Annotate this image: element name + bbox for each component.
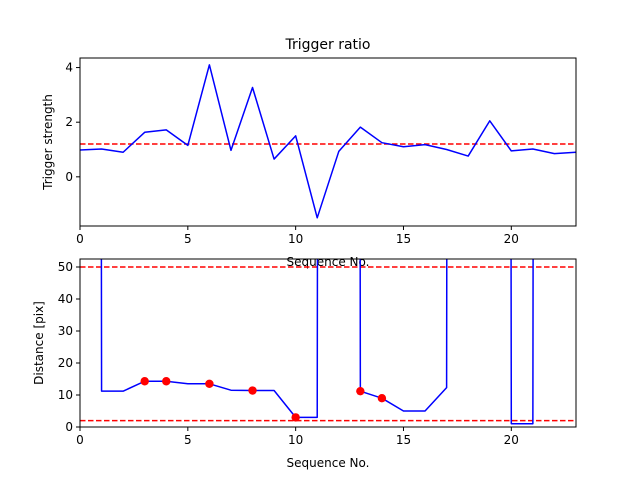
top-x-tick-label: 5 bbox=[184, 232, 192, 246]
bottom-data-point bbox=[140, 377, 149, 386]
top-x-tick-label: 0 bbox=[76, 232, 84, 246]
bottom-y-tick-label: 50 bbox=[58, 260, 73, 274]
top-y-tick-label: 0 bbox=[65, 170, 73, 184]
bottom-y-tick-label: 40 bbox=[58, 292, 73, 306]
bottom-x-tick-label: 0 bbox=[76, 433, 84, 447]
bottom-plot-frame bbox=[79, 258, 577, 428]
bottom-data-point bbox=[205, 379, 214, 388]
bottom-y-tick-label: 10 bbox=[58, 388, 73, 402]
bottom-data-point bbox=[356, 386, 365, 396]
bottom-data-point bbox=[377, 394, 387, 403]
top-plot-area: 0 5 10 15 20 0 2 4 bbox=[65, 61, 576, 246]
bottom-series-group bbox=[80, 259, 576, 425]
bottom-x-tick-label: 20 bbox=[504, 433, 519, 447]
top-x-tick-label: 10 bbox=[288, 232, 303, 246]
bottom-y-tick-label: 0 bbox=[65, 420, 73, 434]
bottom-x-axis-label: Sequence No. bbox=[287, 456, 370, 470]
top-y-tick-label: 2 bbox=[65, 115, 73, 129]
bottom-chart: 0 5 10 15 20 0 10 20 30 40 50 Sequence No. Distanc… bbox=[32, 258, 577, 470]
top-y-axis-label: Trigger strength bbox=[41, 94, 55, 191]
top-series-group bbox=[80, 64, 576, 219]
bottom-data-point bbox=[162, 377, 171, 386]
bottom-x-tick-label: 10 bbox=[288, 433, 303, 447]
bottom-y-axis-label: Distance [pix] bbox=[32, 301, 46, 385]
top-chart-title: Trigger ratio bbox=[284, 37, 370, 53]
top-x-tick-label: 15 bbox=[396, 232, 411, 246]
bottom-plot-area: 0 5 10 15 20 0 10 20 30 40 50 bbox=[58, 259, 576, 447]
bottom-data-point bbox=[291, 413, 300, 422]
top-plot-frame bbox=[79, 57, 577, 227]
top-series-line bbox=[80, 64, 576, 219]
bottom-y-tick-label: 30 bbox=[58, 324, 73, 338]
bottom-x-tick-label: 15 bbox=[396, 433, 411, 447]
bottom-data-point bbox=[248, 386, 257, 395]
bottom-x-tick-label: 5 bbox=[184, 433, 192, 447]
top-x-tick-label: 20 bbox=[504, 232, 519, 246]
top-y-tick-label: 4 bbox=[65, 61, 73, 75]
bottom-y-tick-label: 20 bbox=[58, 356, 73, 370]
